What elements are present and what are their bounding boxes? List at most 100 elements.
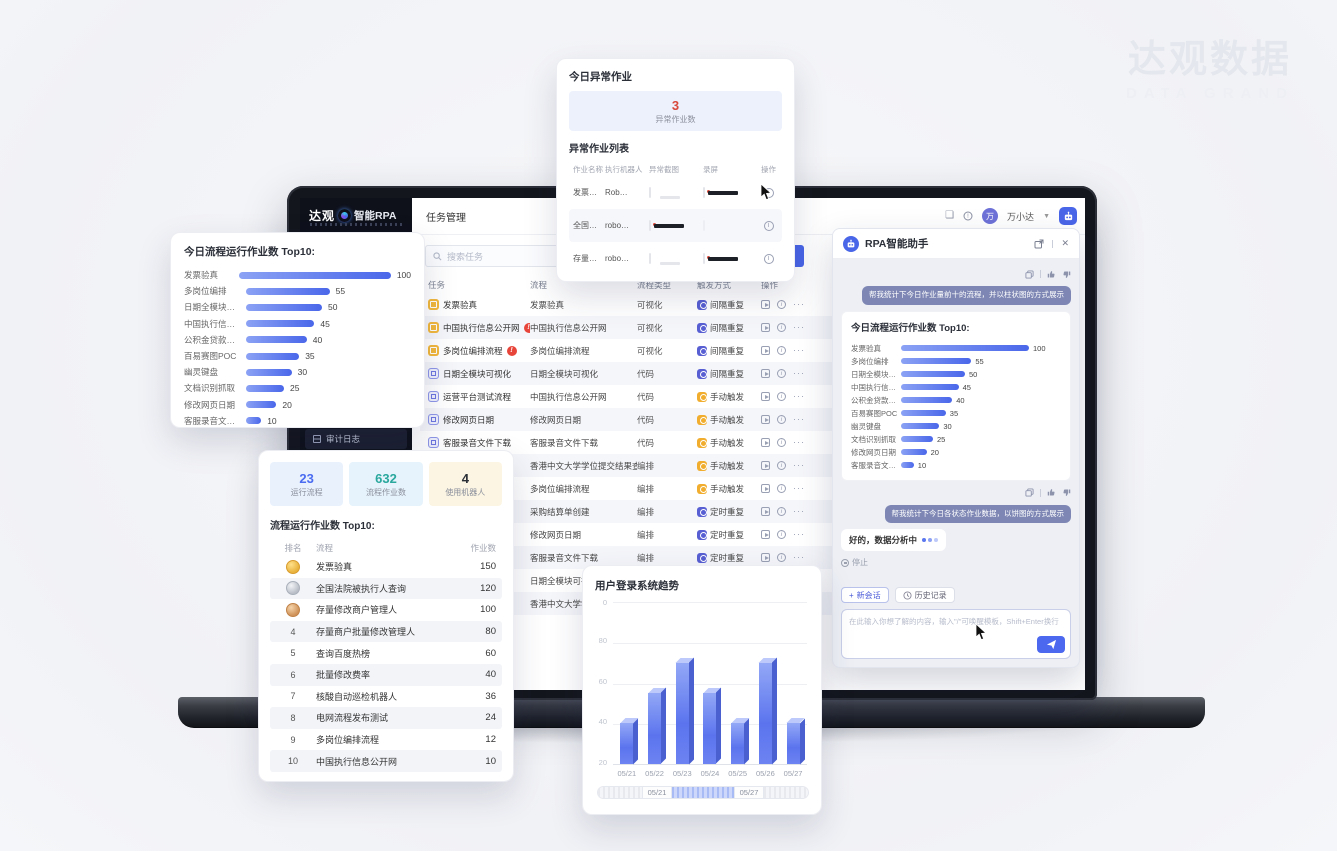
run-icon[interactable] [761, 530, 770, 539]
expand-icon[interactable] [1034, 239, 1044, 249]
run-icon[interactable] [761, 553, 770, 562]
info-icon[interactable] [777, 392, 786, 401]
run-icon[interactable] [761, 300, 770, 309]
info-icon[interactable] [777, 323, 786, 332]
recording-thumbnail[interactable] [703, 220, 705, 231]
bar-row: 文档识别抓取 25 [184, 383, 300, 394]
table-row[interactable]: 6 批量修改费率 40 [270, 663, 502, 686]
thumbs-up-icon[interactable] [1047, 488, 1056, 497]
more-icon[interactable] [793, 507, 805, 516]
new-conversation-button[interactable]: + 新会话 [841, 587, 889, 603]
table-row[interactable]: 运营平台测试流程 ! 中国执行信息公开网 代码 手动触发 [420, 385, 1077, 408]
table-row[interactable]: 发票验真 150 [270, 556, 502, 578]
more-icon[interactable] [793, 369, 805, 378]
info-icon[interactable] [763, 220, 774, 231]
rank-medal: 8 [290, 712, 296, 723]
bar-3d [620, 718, 639, 764]
table-row[interactable]: 4 存量商户批量修改管理人 80 [270, 620, 502, 643]
chat-input-box [841, 609, 1071, 659]
chat-input[interactable] [842, 610, 1070, 658]
thumbs-down-icon[interactable] [1062, 488, 1071, 497]
copy-icon[interactable] [1025, 269, 1034, 279]
info-icon[interactable] [777, 553, 786, 562]
more-icon[interactable] [793, 346, 805, 355]
slider-end-handle[interactable]: 05/27 [734, 787, 764, 798]
run-icon[interactable] [761, 461, 770, 470]
table-row[interactable]: 多岗位编排流程 ! 多岗位编排流程 可视化 间隔重复 [420, 339, 1077, 362]
row-actions [757, 484, 1077, 493]
data-zoom-slider[interactable]: 05/21 05/27 [597, 786, 809, 799]
plot-area [613, 602, 807, 765]
info-icon[interactable] [777, 369, 786, 378]
help-icon[interactable]: ! [963, 211, 973, 221]
run-icon[interactable] [761, 392, 770, 401]
screenshot-thumbnail[interactable] [649, 187, 651, 198]
screenshot-thumbnail[interactable] [649, 253, 651, 264]
chevron-down-icon[interactable]: ▼ [1043, 212, 1050, 220]
table-row[interactable]: 全国… robo… [569, 209, 782, 242]
run-icon[interactable] [761, 415, 770, 424]
info-icon[interactable] [777, 346, 786, 355]
table-row[interactable]: ! 多岗位编排流程 编排 手动触发 [420, 477, 1077, 500]
info-icon[interactable] [777, 300, 786, 309]
bar-row: 幽灵键盘 30 [851, 421, 952, 431]
assistant-launcher-icon[interactable] [1059, 207, 1077, 225]
table-row[interactable]: 7 核酸自动巡检机器人 36 [270, 686, 502, 708]
user-avatar[interactable]: 万 [982, 208, 999, 224]
close-icon[interactable]: ✕ [1061, 238, 1069, 248]
run-icon[interactable] [761, 323, 770, 332]
run-icon[interactable] [761, 507, 770, 516]
table-row[interactable]: 客服录音文件下载 ! 客服录音文件下载 代码 手动触发 [420, 431, 1077, 454]
recording-thumbnail[interactable] [703, 187, 705, 198]
table-row[interactable]: ! 修改网页日期 编排 定时重复 [420, 523, 1077, 546]
thumbs-up-icon[interactable] [1047, 270, 1056, 279]
trigger-icon [697, 460, 707, 471]
table-row[interactable]: 发票验真 ! 发票验真 可视化 间隔重复 [420, 293, 1077, 316]
more-icon[interactable] [793, 484, 805, 493]
info-icon[interactable] [777, 461, 786, 470]
table-row[interactable]: 发票… Rob… [569, 176, 782, 209]
app-logo: 达观 智能RPA [309, 207, 396, 224]
more-icon[interactable] [793, 461, 805, 470]
more-icon[interactable] [793, 323, 805, 332]
run-icon[interactable] [761, 438, 770, 447]
audit-log-icon [313, 435, 321, 443]
table-row[interactable]: 8 电网流程发布测试 24 [270, 707, 502, 729]
table-row[interactable]: 全国法院被执行人查询 120 [270, 577, 502, 600]
row-actions [757, 415, 1077, 424]
info-icon[interactable] [777, 438, 786, 447]
send-button[interactable] [1037, 636, 1065, 653]
table-row[interactable]: 5 查询百度热榜 60 [270, 642, 502, 664]
slider-window[interactable] [672, 787, 734, 798]
more-icon[interactable] [793, 300, 805, 309]
table-row[interactable]: 存量修改商户管理人 100 [270, 599, 502, 621]
screenshot-thumbnail[interactable] [649, 220, 651, 231]
copy-icon[interactable] [1025, 488, 1034, 497]
history-button[interactable]: 历史记录 [894, 587, 955, 603]
table-row[interactable]: 9 多岗位编排流程 12 [270, 729, 502, 751]
stop-generation[interactable]: 停止 [841, 557, 1071, 568]
more-icon[interactable] [793, 438, 805, 447]
tab-task-management[interactable]: 任务管理 [426, 212, 466, 224]
run-icon[interactable] [761, 484, 770, 493]
info-icon[interactable] [777, 530, 786, 539]
run-icon[interactable] [761, 346, 770, 355]
thumbs-down-icon[interactable] [1062, 270, 1071, 279]
info-icon[interactable] [777, 507, 786, 516]
info-icon[interactable] [777, 484, 786, 493]
user-name[interactable]: 万小达 [1007, 211, 1035, 222]
slider-start-handle[interactable]: 05/21 [642, 787, 672, 798]
table-row[interactable]: 存量… robo… [569, 242, 782, 275]
recording-thumbnail[interactable] [703, 253, 705, 264]
more-icon[interactable] [793, 530, 805, 539]
sidebar-item-audit-log[interactable]: 审计日志 [305, 429, 407, 449]
run-icon[interactable] [761, 369, 770, 378]
document-icon[interactable]: ❏ [945, 210, 955, 221]
more-icon[interactable] [793, 415, 805, 424]
info-icon[interactable] [777, 415, 786, 424]
table-row[interactable]: 10 中国执行信息公开网 10 [270, 750, 502, 772]
more-icon[interactable] [793, 392, 805, 401]
table-row[interactable]: ! 日期全模块可视… [530, 575, 599, 586]
info-icon[interactable] [763, 253, 774, 264]
more-icon[interactable] [793, 553, 805, 562]
